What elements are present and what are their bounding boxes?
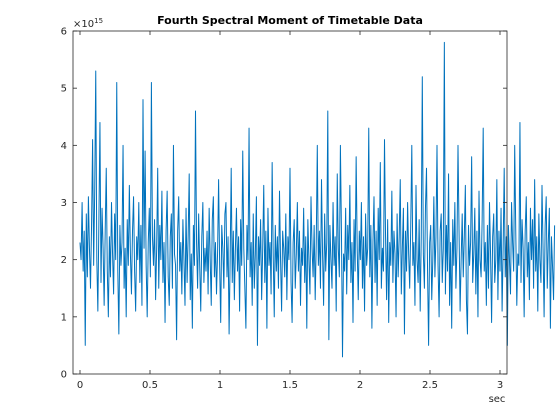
y-exponent-power: 15 xyxy=(94,17,103,25)
y-tick-label: 0 xyxy=(61,370,67,381)
axes-layer: 0 0.5 1 1.5 2 2.5 3 0 1 2 3 4 5 6 xyxy=(61,27,507,391)
series-line-0 xyxy=(79,41,556,358)
y-exponent-label: ×1015 xyxy=(73,17,103,30)
y-tick-label: 2 xyxy=(61,255,67,266)
x-tick-label: 3 xyxy=(497,380,503,391)
y-tick-label: 4 xyxy=(61,141,67,152)
x-tick-label: 0.5 xyxy=(142,380,158,391)
x-tick-label: 0 xyxy=(77,380,83,391)
plot-frame xyxy=(72,30,508,375)
data-layer xyxy=(79,41,556,358)
x-tick-label: 2.5 xyxy=(422,380,438,391)
y-tick-label: 5 xyxy=(61,84,67,95)
x-tick-label: 1 xyxy=(217,380,223,391)
x-axis-label: sec xyxy=(489,394,506,405)
x-tick-label: 2 xyxy=(357,380,363,391)
y-exponent-base: ×10 xyxy=(73,19,94,30)
y-tick-label: 3 xyxy=(61,198,67,209)
chart-title: Fourth Spectral Moment of Timetable Data xyxy=(157,14,423,27)
y-tick-label: 6 xyxy=(61,27,67,38)
y-tick-label: 1 xyxy=(61,312,67,323)
x-tick-label: 1.5 xyxy=(282,380,298,391)
